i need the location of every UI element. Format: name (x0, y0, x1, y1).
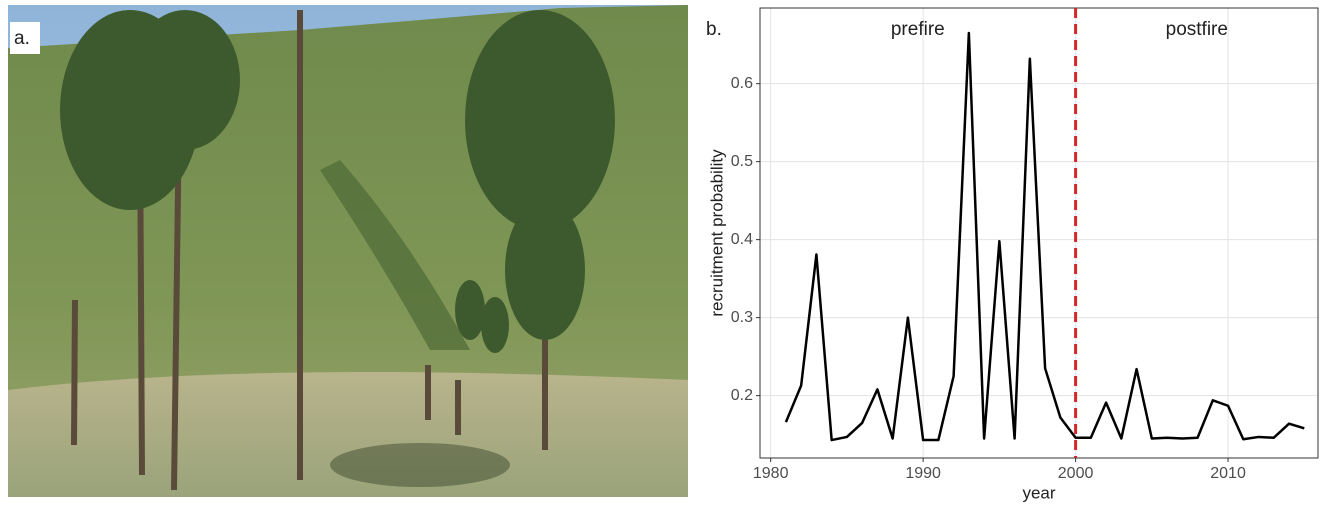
annotation: prefire (891, 19, 945, 40)
x-tick-label: 1980 (753, 465, 789, 482)
y-tick-label: 0.6 (731, 75, 753, 92)
y-tick-label: 0.3 (731, 309, 753, 326)
annotation: postfire (1166, 19, 1228, 40)
y-tick-label: 0.2 (731, 387, 753, 404)
plot-border (759, 7, 1319, 459)
y-axis-label: recruitment probability (707, 149, 726, 317)
x-tick-label: 2000 (1058, 465, 1094, 482)
panel-label: a. (14, 28, 30, 49)
x-axis-label: year (1022, 483, 1055, 502)
panel-label: b. (706, 19, 722, 40)
x-tick-label: 2010 (1210, 465, 1246, 482)
y-tick-label: 0.5 (731, 153, 753, 170)
y-tick-label: 0.4 (731, 231, 753, 248)
photo: a. (8, 5, 688, 497)
data-line (784, 31, 1305, 442)
x-tick-label: 1990 (905, 465, 941, 482)
